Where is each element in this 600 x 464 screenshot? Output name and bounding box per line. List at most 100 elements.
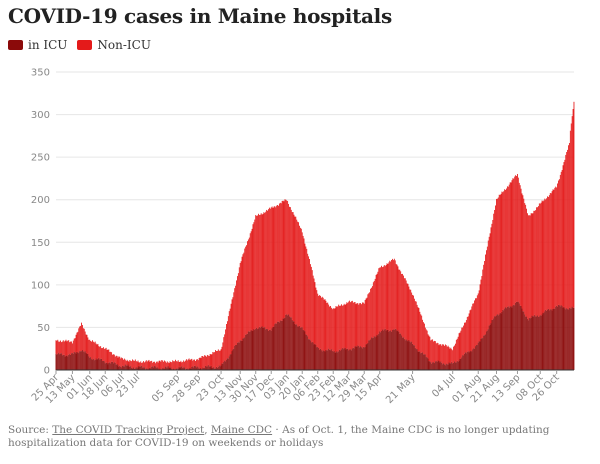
bar-non-icu (180, 360, 182, 367)
bar-icu (392, 329, 394, 370)
bar-icu (255, 328, 257, 370)
bar-non-icu (127, 360, 129, 365)
bar-icu (143, 367, 144, 370)
bar-icu (396, 331, 398, 370)
bar-icu (469, 351, 471, 370)
bar-non-icu (496, 198, 498, 315)
bar-icu (319, 349, 320, 370)
bar-icu (341, 347, 343, 370)
bar-icu (359, 347, 361, 370)
bar-icu (198, 368, 200, 370)
bar-non-icu (290, 209, 292, 318)
bar-non-icu (184, 361, 185, 368)
bar-non-icu (485, 254, 486, 335)
bar-non-icu (498, 194, 500, 315)
bar-non-icu (229, 308, 231, 355)
bar-non-icu (334, 308, 336, 353)
bar-icu (515, 302, 517, 370)
bar-icu (233, 348, 235, 370)
bar-icu (555, 306, 557, 370)
bar-icu (246, 334, 248, 370)
bar-non-icu (109, 351, 111, 363)
bar-icu (330, 350, 331, 370)
bar-icu (330, 349, 332, 370)
bar-icu (378, 333, 380, 370)
bar-non-icu (403, 278, 405, 339)
bar-non-icu (219, 350, 221, 367)
bar-icu (149, 367, 151, 370)
source-link-maine-cdc[interactable]: Maine CDC (210, 424, 273, 436)
bar-non-icu (333, 308, 335, 351)
bar-non-icu (375, 274, 377, 337)
bar-icu (126, 365, 128, 370)
bar-non-icu (392, 260, 394, 330)
bar-icu (437, 360, 439, 370)
bar-icu (506, 308, 507, 370)
bar-icu (232, 349, 234, 370)
bar-icu (293, 321, 295, 370)
bar-non-icu (92, 340, 93, 360)
bar-non-icu (491, 223, 493, 321)
bar-non-icu (87, 337, 89, 354)
bar-icu (420, 353, 422, 370)
bar-icu (244, 337, 246, 370)
legend-label-non-icu: Non-ICU (97, 38, 151, 52)
bar-icu (84, 351, 86, 370)
bar-non-icu (561, 170, 563, 307)
bar-icu (264, 327, 266, 370)
bar-icu (298, 326, 299, 370)
bar-icu (354, 346, 356, 370)
bar-non-icu (312, 275, 314, 343)
bar-icu (402, 337, 403, 370)
bar-icu (180, 366, 182, 370)
bar-non-icu (245, 246, 247, 335)
bar-non-icu (327, 302, 329, 351)
bar-non-icu (525, 204, 527, 317)
bar-icu (279, 320, 281, 370)
bar-non-icu (71, 341, 72, 354)
bar-non-icu (70, 341, 71, 355)
bar-icu (200, 368, 202, 370)
bar-non-icu (195, 360, 196, 367)
bar-non-icu (388, 262, 390, 332)
bar-icu (429, 361, 431, 370)
bar-non-icu (451, 349, 453, 362)
bar-icu (568, 307, 570, 370)
bar-icu (116, 364, 118, 370)
bar-non-icu (354, 302, 356, 347)
bar-icu (92, 358, 94, 370)
bar-non-icu (270, 207, 272, 331)
bar-non-icu (464, 322, 465, 354)
bar-icu (468, 352, 470, 370)
bar-non-icu (306, 248, 308, 335)
bar-non-icu (505, 189, 507, 308)
bar-icu (152, 366, 154, 370)
bar-non-icu (139, 362, 141, 367)
bar-icu (389, 330, 391, 370)
bar-non-icu (255, 215, 257, 329)
bar-non-icu (447, 345, 449, 365)
bar-non-icu (426, 330, 428, 358)
bar-icu (132, 368, 134, 370)
bar-non-icu (455, 339, 457, 363)
bar-non-icu (382, 266, 384, 331)
source-link-covid-tracking[interactable]: The COVID Tracking Project (52, 424, 205, 436)
bar-non-icu (317, 293, 319, 348)
bar-non-icu (126, 359, 128, 366)
bar-icu (498, 314, 500, 370)
bar-icu (98, 357, 100, 370)
bar-icu (301, 327, 303, 370)
bar-icu (549, 309, 551, 370)
bar-non-icu (152, 362, 154, 367)
bar-non-icu (123, 359, 124, 367)
bar-icu (299, 325, 300, 370)
source-prefix: Source: (8, 424, 53, 436)
bar-icu (423, 354, 425, 370)
bar-icu (163, 368, 165, 370)
bar-icu (241, 340, 243, 370)
bar-non-icu (283, 201, 285, 319)
bar-icu (70, 354, 71, 370)
bar-icu (115, 364, 117, 370)
bar-icu (82, 351, 84, 370)
bar-icu (193, 367, 195, 370)
